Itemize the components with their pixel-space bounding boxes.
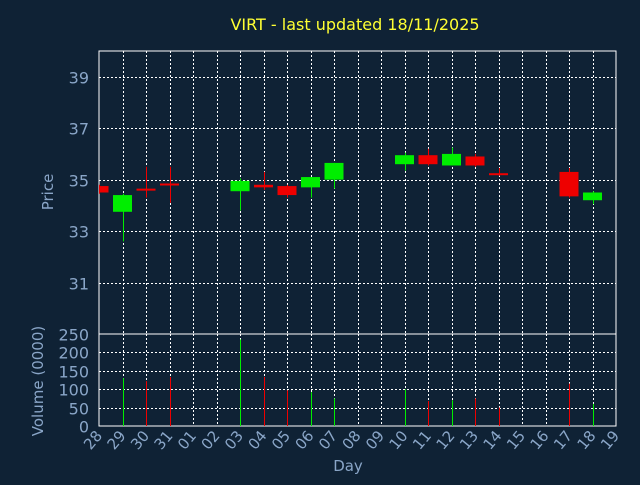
volume-tick-label: 100: [58, 381, 89, 400]
volume-axis-label: Volume (0000): [29, 326, 47, 436]
candle-body: [559, 171, 579, 197]
candle-body: [160, 183, 179, 186]
candle-body: [100, 186, 109, 193]
price-tick-label: 31: [69, 275, 89, 294]
volume-tick-label: 0: [79, 418, 89, 437]
volume-tick-label: 200: [58, 344, 89, 363]
candle-body: [583, 192, 602, 201]
candle-body: [301, 177, 320, 188]
candle-body: [442, 153, 461, 166]
candle-body: [113, 195, 132, 212]
volume-plot-frame: [98, 333, 617, 427]
volume-tick-label: 150: [58, 363, 89, 382]
price-tick-label: 37: [69, 120, 89, 139]
candle-body: [230, 180, 250, 192]
price-tick-label: 39: [69, 69, 89, 88]
chart-title: VIRT - last updated 18/11/2025: [230, 15, 479, 34]
price-panel: 31 33 35 37 39: [69, 50, 617, 335]
candle-body: [465, 156, 485, 166]
volume-tick-label: 250: [58, 326, 89, 345]
candle-body: [395, 155, 414, 165]
candle-body: [324, 162, 344, 180]
x-axis-label: Day: [333, 457, 363, 475]
volume-tick-label: 50: [69, 400, 89, 419]
candle-body: [136, 188, 156, 191]
candle-body: [277, 186, 297, 196]
price-tick-label: 35: [69, 172, 89, 191]
price-axis-label: Price: [39, 174, 57, 211]
candle-body: [254, 184, 273, 188]
candle-body: [418, 155, 438, 165]
candle-body: [489, 173, 508, 176]
price-tick-label: 33: [69, 223, 89, 242]
